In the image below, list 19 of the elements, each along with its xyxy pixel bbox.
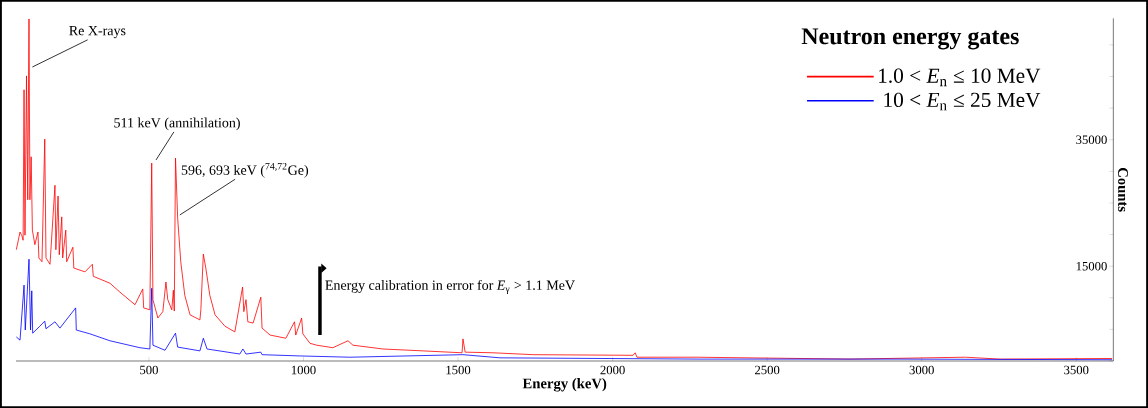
- legend-label: 1.0 < E$_{n}$ ≤ 10 MeV: [879, 68, 1041, 87]
- x-tick-label: 2000: [600, 365, 625, 375]
- legend-label: 10 < E$_{n}$ ≤ 25 MeV: [884, 92, 1041, 111]
- y-axis-title: Counts: [1118, 167, 1128, 212]
- x-tick-label: 500: [140, 365, 158, 375]
- x-axis-title: Energy (keV): [522, 378, 607, 392]
- annotation: 511 keV (annihilation): [114, 117, 240, 131]
- annotation: 596, 693 keV ($^{74,72}$Ge): [181, 162, 309, 178]
- x-tick-label: 2500: [755, 365, 780, 375]
- x-tick-label: 3500: [1064, 365, 1089, 375]
- y-tick-label: 15000: [1076, 261, 1107, 271]
- annotation: Re X-rays: [69, 26, 126, 39]
- legend-title: Neutron energy gates: [801, 28, 1019, 50]
- annotation: Energy calibration in error for E$_{γ}$ > 1.1 MeV: [325, 279, 575, 295]
- y-tick-label: 35000: [1076, 135, 1107, 144]
- x-tick-label: 1500: [446, 365, 471, 375]
- line-series: [15, 18, 1113, 360]
- x-tick-label: 3000: [909, 365, 934, 375]
- x-tick-label: 1000: [291, 365, 316, 375]
